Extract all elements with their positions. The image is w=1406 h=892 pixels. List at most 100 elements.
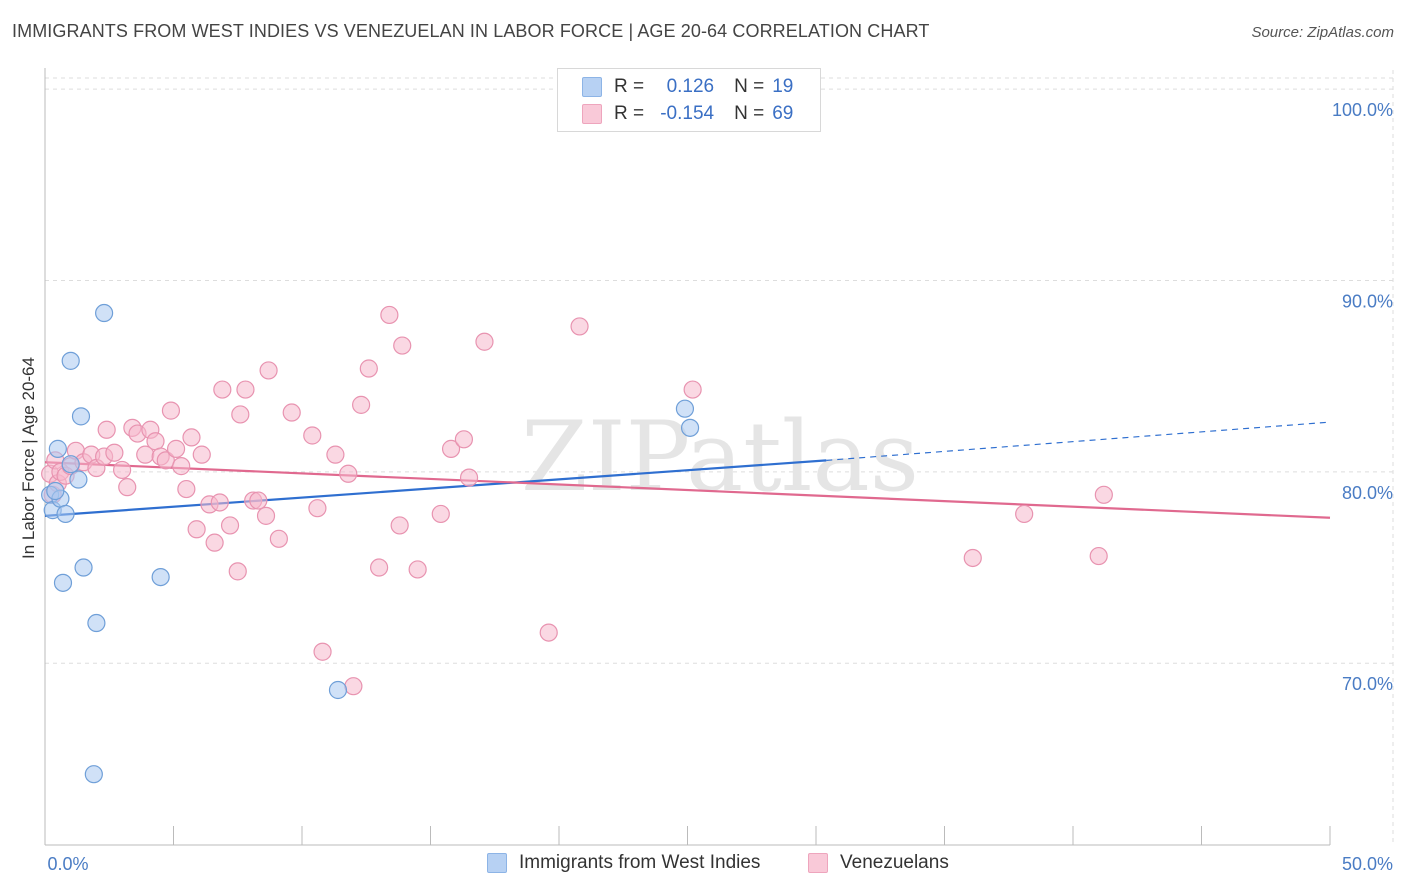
legend-row-west-indies: R = 0.126 N = 19: [582, 73, 793, 101]
point-west-indies: [56, 504, 75, 524]
point-venezuelans: [236, 380, 255, 399]
point-venezuelans: [282, 403, 301, 422]
point-venezuelans: [1089, 546, 1108, 566]
point-venezuelans: [166, 439, 186, 458]
legend-item-venezuelans: Venezuelans: [808, 852, 949, 874]
point-west-indies: [61, 351, 80, 370]
legend-n-label: N =: [734, 76, 765, 97]
point-venezuelans: [112, 460, 132, 480]
point-west-indies: [328, 680, 348, 700]
point-west-indies: [71, 407, 91, 426]
legend-swatch-blue: [582, 77, 602, 97]
point-venezuelans: [313, 642, 332, 661]
point-venezuelans: [370, 558, 389, 577]
point-venezuelans: [177, 479, 196, 499]
legend-swatch-pink: [808, 853, 828, 873]
data-points: [41, 303, 1113, 784]
x-tick-label: 0.0%: [47, 854, 88, 874]
point-venezuelans: [339, 464, 358, 483]
point-venezuelans: [192, 445, 211, 464]
point-venezuelans: [187, 520, 206, 539]
point-venezuelans: [172, 457, 191, 476]
point-venezuelans: [1015, 504, 1034, 524]
point-venezuelans: [344, 677, 363, 696]
point-venezuelans: [249, 491, 268, 510]
point-venezuelans: [326, 445, 345, 464]
point-venezuelans: [256, 506, 276, 525]
point-west-indies: [680, 418, 700, 437]
trend-line-west-indies: [44, 459, 827, 517]
y-tick-labels: 70.0% 80.0% 90.0% 100.0%: [1332, 100, 1393, 694]
series-legend: Immigrants from West Indies Venezuelans: [0, 852, 1406, 878]
point-venezuelans: [683, 380, 702, 399]
point-venezuelans: [97, 420, 116, 439]
point-west-indies: [95, 303, 114, 323]
trend-line-west-indies-extension: [826, 421, 1331, 461]
legend-r-label: R =: [614, 76, 645, 97]
trend-line-venezuelans: [44, 461, 1331, 519]
point-venezuelans: [441, 439, 461, 458]
point-west-indies: [53, 573, 73, 592]
point-venezuelans: [390, 516, 409, 535]
point-venezuelans: [161, 401, 181, 420]
point-venezuelans: [228, 562, 247, 581]
point-venezuelans: [475, 332, 494, 351]
point-west-indies: [46, 481, 65, 501]
point-venezuelans: [454, 430, 474, 449]
axes: [44, 68, 1331, 846]
legend-swatch-blue: [487, 853, 507, 873]
point-venezuelans: [182, 428, 201, 447]
point-west-indies: [48, 439, 67, 458]
point-venezuelans: [205, 533, 224, 552]
point-venezuelans: [380, 305, 399, 325]
point-venezuelans: [393, 336, 412, 355]
x-tick-label: 50.0%: [1342, 854, 1393, 874]
point-west-indies: [675, 399, 695, 418]
x-tick-labels: 0.0% 50.0%: [47, 854, 1393, 874]
legend-swatch-pink: [582, 104, 602, 124]
point-venezuelans: [570, 317, 589, 336]
point-venezuelans: [146, 432, 165, 451]
point-venezuelans: [220, 516, 240, 535]
correlation-legend: R = 0.126 N = 19 R = -0.154 N = 69: [557, 68, 821, 132]
point-venezuelans: [210, 493, 229, 512]
legend-n-value: 19: [772, 76, 794, 97]
point-venezuelans: [408, 560, 427, 579]
point-venezuelans: [459, 468, 479, 487]
point-venezuelans: [231, 405, 250, 424]
legend-series-name: Immigrants from West Indies: [519, 852, 761, 873]
point-venezuelans: [1094, 485, 1113, 504]
point-venezuelans: [213, 380, 232, 399]
legend-n-value: 69: [772, 103, 794, 124]
point-west-indies: [84, 765, 103, 784]
point-west-indies: [61, 455, 80, 474]
point-west-indies: [87, 613, 106, 633]
legend-r-value: -0.154: [660, 103, 715, 124]
y-axis-label: In Labor Force | Age 20-64: [19, 357, 38, 559]
point-venezuelans: [308, 499, 327, 518]
legend-series-name: Venezuelans: [840, 852, 949, 873]
y-tick-label: 100.0%: [1332, 100, 1393, 120]
legend-item-west-indies: Immigrants from West Indies: [487, 852, 760, 874]
point-venezuelans: [431, 504, 450, 524]
trend-lines: [44, 421, 1331, 519]
point-venezuelans: [963, 548, 982, 568]
watermark: ZIPatlas: [521, 401, 919, 513]
point-venezuelans: [118, 478, 137, 497]
point-venezuelans: [359, 359, 378, 378]
y-tick-label: 80.0%: [1342, 483, 1393, 503]
legend-r-label: R =: [614, 103, 645, 124]
legend-n-label: N =: [734, 103, 765, 124]
point-venezuelans: [259, 361, 278, 380]
point-venezuelans: [303, 426, 322, 445]
chart-title: IMMIGRANTS FROM WEST INDIES VS VENEZUELA…: [12, 21, 930, 41]
point-venezuelans: [269, 529, 288, 548]
point-venezuelans: [539, 623, 558, 642]
point-west-indies: [69, 470, 88, 489]
legend-r-value: 0.126: [666, 76, 715, 97]
source-label: Source: ZipAtlas.com: [1251, 24, 1394, 41]
point-west-indies: [151, 567, 170, 587]
point-venezuelans: [105, 443, 124, 462]
legend-row-venezuelans: R = -0.154 N = 69: [582, 100, 793, 128]
